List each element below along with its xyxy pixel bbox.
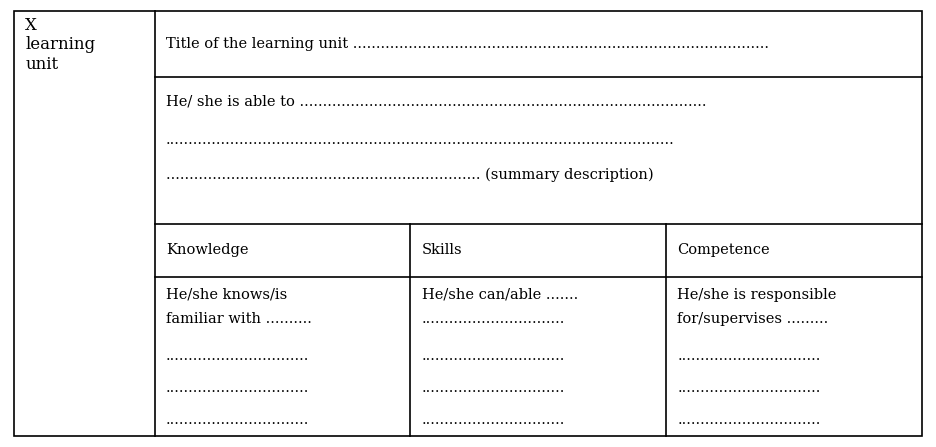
Text: Knowledge: Knowledge: [166, 243, 248, 257]
Text: He/she knows/is: He/she knows/is: [166, 287, 287, 302]
Text: Title of the learning unit .....................................................: Title of the learning unit .............…: [166, 37, 769, 51]
Text: ...............................: ...............................: [678, 413, 821, 426]
Text: familiar with ..........: familiar with ..........: [166, 312, 312, 326]
Text: Competence: Competence: [678, 243, 770, 257]
Text: ................................................................................: ........................................…: [166, 133, 675, 147]
Text: .................................................................... (summary de: ........................................…: [166, 168, 653, 182]
Text: for/supervises .........: for/supervises .........: [678, 312, 828, 326]
Text: Skills: Skills: [422, 243, 462, 257]
Text: ...............................: ...............................: [422, 349, 565, 363]
Text: ...............................: ...............................: [166, 381, 310, 395]
Text: ...............................: ...............................: [422, 312, 565, 326]
Text: He/she is responsible: He/she is responsible: [678, 287, 837, 302]
Text: He/she can/able .......: He/she can/able .......: [422, 287, 578, 302]
Text: ...............................: ...............................: [422, 381, 565, 395]
Text: ...............................: ...............................: [678, 381, 821, 395]
Text: ...............................: ...............................: [422, 413, 565, 426]
Text: ...............................: ...............................: [166, 413, 310, 426]
Text: X
learning
unit: X learning unit: [25, 17, 95, 73]
Text: ...............................: ...............................: [678, 349, 821, 363]
Text: He/ she is able to .............................................................: He/ she is able to .....................…: [166, 94, 707, 109]
Text: ...............................: ...............................: [166, 349, 310, 363]
